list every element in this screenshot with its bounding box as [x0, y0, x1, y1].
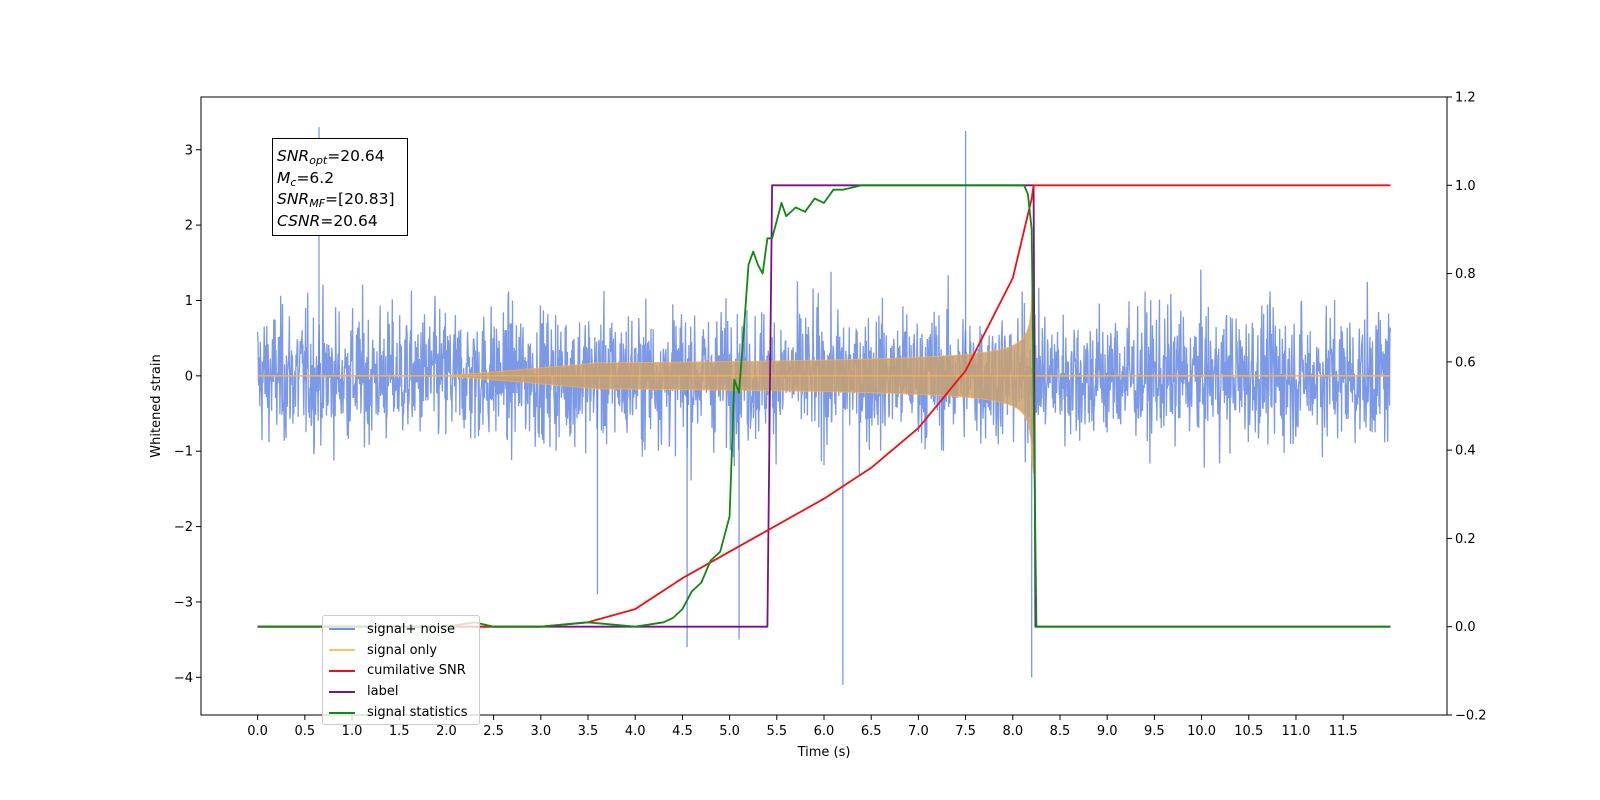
series-signal-statistics	[257, 184, 1391, 628]
snr-opt-subscript: opt	[309, 154, 328, 167]
y2-tick-label: 0.0	[1455, 620, 1476, 635]
legend-entry-cumulative-snr: cumilative SNR	[329, 661, 473, 682]
y-axis-label: Whitened strain	[149, 354, 164, 457]
legend-swatch	[329, 711, 355, 714]
y2-tick-label: 1.0	[1455, 179, 1476, 194]
x-tick-label: 8.5	[1050, 724, 1071, 739]
x-tick-label: 0.0	[247, 724, 268, 739]
y2-axis-ticks: 1.2 1.0 0.8 0.6 0.4 0.2 0.0 −0.2	[1447, 91, 1487, 724]
x-tick-label: 1.5	[389, 724, 410, 739]
x-tick-label: 8.0	[1002, 724, 1023, 739]
y-tick-label: 0	[185, 369, 193, 384]
x-tick-label: 5.5	[766, 724, 787, 739]
x-tick-label: 0.5	[294, 724, 315, 739]
stats-annotation-box: SNRopt=20.64 Mc=6.2 SNRMF=[20.83] CSNR=2…	[272, 138, 408, 236]
x-tick-label: 9.5	[1144, 724, 1165, 739]
legend-entry-signal-statistics: signal statistics	[329, 702, 473, 723]
y-tick-label: −2	[174, 520, 193, 535]
legend-label: signal only	[367, 642, 438, 658]
snr-opt-value: =20.64	[327, 147, 385, 165]
mc-value: =6.2	[296, 168, 335, 187]
x-tick-label: 6.5	[861, 724, 882, 739]
y2-tick-label: 0.6	[1455, 355, 1476, 370]
y-tick-label: 3	[185, 143, 193, 158]
series-signal-noise	[256, 269, 1392, 481]
y2-tick-label: 0.8	[1455, 267, 1476, 282]
x-tick-label: 6.0	[814, 724, 835, 739]
legend-entry-signal-noise: signal+ noise	[329, 619, 473, 640]
y-tick-label: −1	[174, 445, 193, 460]
y2-tick-label: 0.4	[1455, 444, 1476, 459]
plot-area	[256, 127, 1392, 685]
x-tick-label: 10.5	[1234, 724, 1263, 739]
legend: signal+ noise signal only cumilative SNR…	[322, 615, 480, 725]
mc-line: Mc=6.2	[277, 168, 407, 190]
x-tick-label: 9.0	[1097, 724, 1118, 739]
y2-tick-label: −0.2	[1455, 709, 1487, 724]
legend-entry-signal-only: signal only	[329, 640, 473, 661]
y2-tick-label: 1.2	[1455, 91, 1476, 106]
x-tick-label: 11.0	[1281, 724, 1310, 739]
legend-swatch	[329, 690, 355, 693]
y-tick-label: 1	[185, 294, 193, 309]
x-tick-label: 5.0	[719, 724, 740, 739]
legend-label: cumilative SNR	[367, 663, 466, 679]
x-tick-label: 4.0	[625, 724, 646, 739]
x-tick-label: 3.5	[578, 724, 599, 739]
snr-mf-line: SNRMF=[20.83]	[277, 189, 407, 211]
y2-tick-label: 0.2	[1455, 532, 1476, 547]
snr-opt-symbol: SNR	[277, 147, 310, 165]
legend-label: signal statistics	[367, 705, 468, 721]
snr-mf-value: =[20.83]	[325, 190, 395, 208]
csnr-line: CSNR=20.64	[277, 211, 407, 233]
x-tick-label: 2.5	[483, 724, 504, 739]
x-tick-label: 1.0	[342, 724, 363, 739]
snr-mf-subscript: MF	[309, 197, 326, 210]
legend-swatch	[329, 628, 355, 631]
x-tick-label: 4.5	[672, 724, 693, 739]
x-tick-label: 10.0	[1187, 724, 1216, 739]
snr-mf-symbol: SNR	[277, 190, 310, 208]
legend-label: signal+ noise	[367, 621, 456, 637]
y-tick-label: −4	[174, 671, 193, 686]
legend-label: label	[367, 684, 399, 700]
csnr-value: =20.64	[320, 211, 378, 230]
legend-swatch	[329, 649, 355, 652]
legend-swatch	[329, 669, 355, 672]
mc-symbol: M	[277, 168, 291, 187]
legend-entry-label: label	[329, 681, 473, 702]
x-tick-label: 11.5	[1329, 724, 1358, 739]
x-tick-label: 2.0	[436, 724, 457, 739]
y-tick-label: −3	[174, 595, 193, 610]
y-axis-ticks: 3 2 1 0 −1 −2 −3 −4	[174, 143, 201, 686]
y-tick-label: 2	[185, 219, 193, 234]
series-cumulative-snr	[257, 184, 1391, 628]
x-tick-label: 3.0	[530, 724, 551, 739]
x-tick-label: 7.5	[955, 724, 976, 739]
mc-subscript: c	[290, 175, 297, 189]
x-tick-label: 7.0	[908, 724, 929, 739]
snr-opt-line: SNRopt=20.64	[277, 146, 407, 168]
csnr-symbol: CSNR	[277, 211, 321, 230]
x-axis-label: Time (s)	[797, 745, 851, 760]
